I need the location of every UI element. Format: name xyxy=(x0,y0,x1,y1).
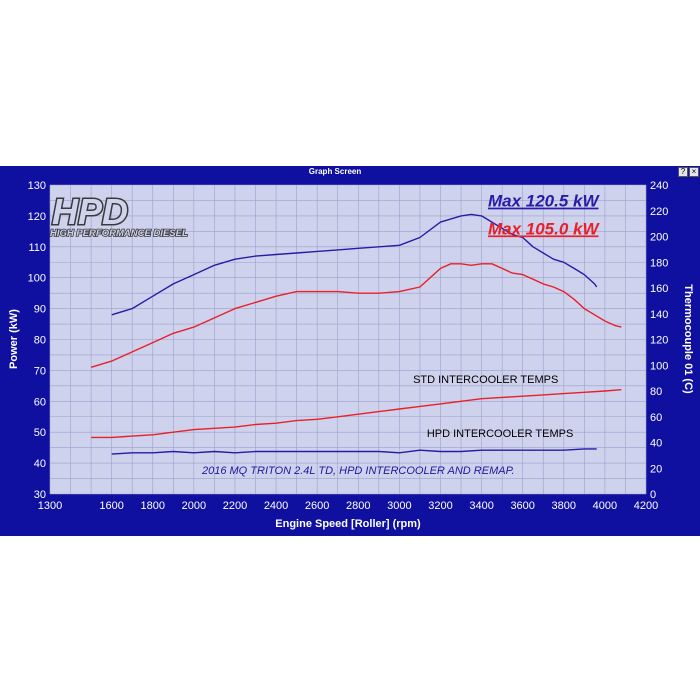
dyno-chart: 1300 1600 1800 2000 2200 2400 2600 2800 3000 3200… xyxy=(8,180,694,530)
x-tick-label: 1300 xyxy=(38,500,62,512)
x-tick-label: 3000 xyxy=(387,500,411,512)
y-tick-labels: 30 40 50 60 70 80 90 100 110 120 130 xyxy=(28,180,46,501)
annotations: Max 120.5 kW Max 105.0 kW STD INTERCOOLER … xyxy=(201,192,600,477)
y-axis-label: Power (kW) xyxy=(8,309,20,369)
x-tick-label: 1600 xyxy=(99,500,123,512)
max-power-annotation: Max 120.5 kW xyxy=(488,192,601,211)
y2-tick-label: 140 xyxy=(650,309,668,321)
y-tick-label: 100 xyxy=(28,273,46,285)
y2-tick-label: 100 xyxy=(650,360,668,372)
max-power-annotation: Max 105.0 kW xyxy=(488,219,601,238)
series-line-2 xyxy=(90,263,622,368)
grid xyxy=(49,184,647,495)
x-tick-label: 3600 xyxy=(510,500,534,512)
y-tick-label: 90 xyxy=(34,304,46,316)
x-tick-label: 3200 xyxy=(428,500,452,512)
y2-tick-label: 180 xyxy=(650,257,668,269)
x-axis-label: Engine Speed [Roller] (rpm) xyxy=(275,518,421,530)
close-button[interactable]: × xyxy=(689,167,699,177)
y-tick-label: 60 xyxy=(34,396,46,408)
x-tick-label: 2800 xyxy=(346,500,370,512)
series-line-4 xyxy=(111,448,597,455)
y2-tick-label: 0 xyxy=(650,489,656,501)
x-tick-label: 3400 xyxy=(469,500,493,512)
x-tick-label: 1800 xyxy=(141,500,165,512)
help-button[interactable]: ? xyxy=(678,167,688,177)
y-tick-label: 80 xyxy=(34,335,46,347)
chart-annotation: 2016 MQ TRITON 2.4L TD, HPD INTERCOOLER … xyxy=(201,465,515,477)
x-tick-labels: 1300 1600 1800 2000 2200 2400 2600 2800 3000 3200… xyxy=(38,500,658,512)
y2-axis-label: Thermocouple 01 (C) xyxy=(682,284,694,394)
chart-annotation: STD INTERCOOLER TEMPS xyxy=(413,374,558,386)
y2-tick-label: 40 xyxy=(650,438,662,450)
logo-tagline: HIGH PERFORMANCE DIESEL xyxy=(50,228,188,239)
y2-tick-label: 200 xyxy=(650,232,668,244)
series-line-1 xyxy=(111,213,598,316)
y-tick-label: 110 xyxy=(28,242,46,254)
x-tick-label: 2400 xyxy=(264,500,288,512)
y-tick-label: 30 xyxy=(34,489,46,501)
title-bar: Graph Screen ? × xyxy=(0,166,700,178)
x-tick-label: 2200 xyxy=(223,500,247,512)
x-tick-label: 2600 xyxy=(305,500,329,512)
y2-tick-label: 220 xyxy=(650,206,668,218)
y-tick-label: 70 xyxy=(34,365,46,377)
x-tick-label: 2000 xyxy=(182,500,206,512)
hpd-logo: HPD HIGH PERFORMANCE DIESEL xyxy=(49,190,189,240)
series-lines xyxy=(90,213,622,455)
y2-tick-label: 80 xyxy=(650,386,662,398)
y2-tick-label: 160 xyxy=(650,283,668,295)
y2-tick-label: 60 xyxy=(650,412,662,424)
window-title: Graph Screen xyxy=(308,167,362,176)
x-tick-label: 4200 xyxy=(634,500,658,512)
y-tick-label: 40 xyxy=(34,458,46,470)
y-tick-label: 130 xyxy=(28,180,46,192)
series-line-3 xyxy=(91,389,622,439)
y2-tick-labels: 0 20 40 60 80 100 120 140 160 180 200 220 240 xyxy=(650,180,668,501)
y2-tick-label: 120 xyxy=(650,335,668,347)
x-tick-label: 3800 xyxy=(552,500,576,512)
graph-window: Graph Screen ? × 1300 1600 1800 2000 2200 240… xyxy=(0,166,700,536)
chart-annotation: HPD INTERCOOLER TEMPS xyxy=(427,428,574,440)
y2-tick-label: 240 xyxy=(650,180,668,192)
logo-mark: HPD xyxy=(52,191,128,232)
x-tick-label: 4000 xyxy=(593,500,617,512)
y-tick-label: 50 xyxy=(34,427,46,439)
y2-tick-label: 20 xyxy=(650,463,662,475)
y-tick-label: 120 xyxy=(28,211,46,223)
